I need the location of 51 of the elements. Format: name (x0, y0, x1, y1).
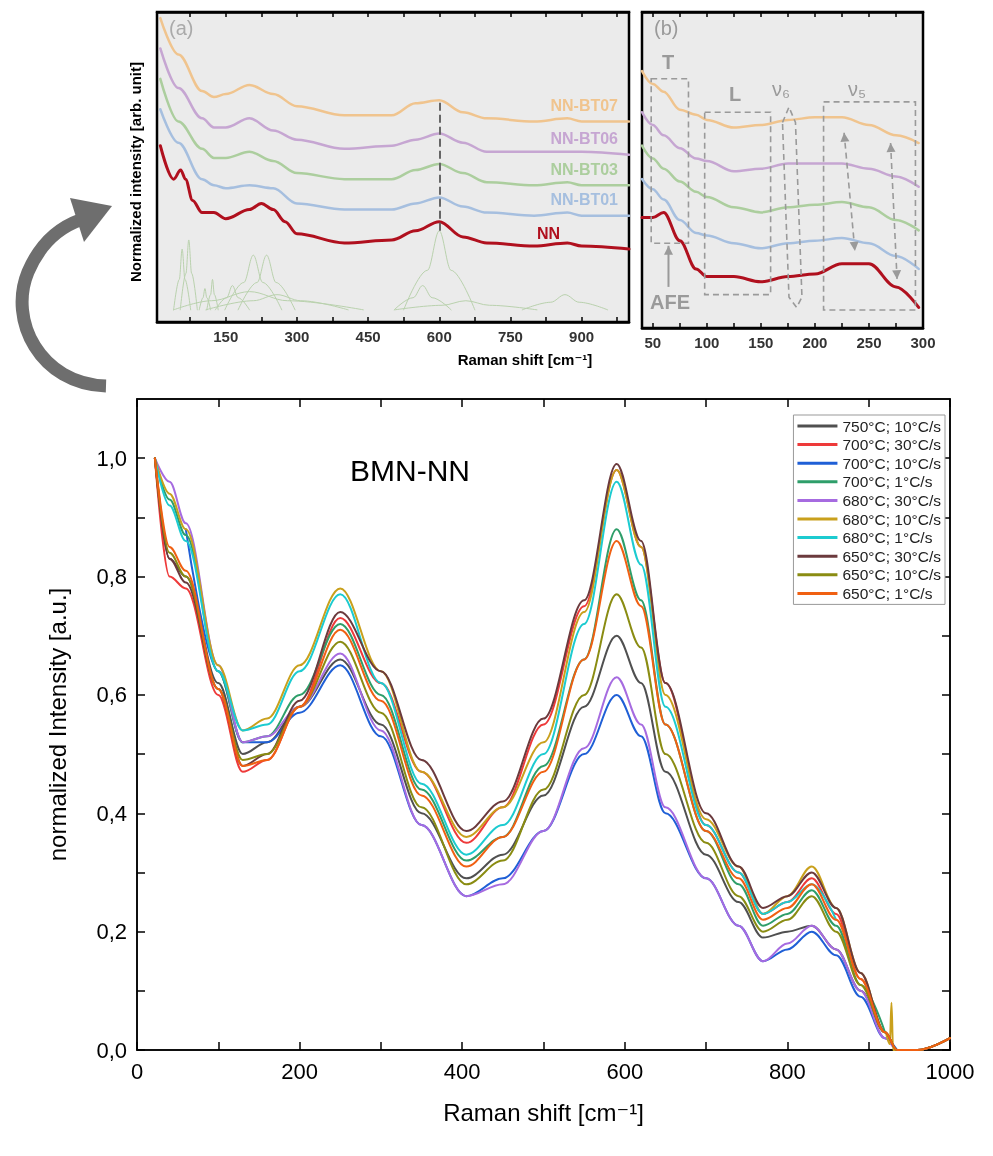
legend-label: 680°C; 10°C/s (842, 510, 942, 528)
legend-label: 700°C; 30°C/s (842, 436, 942, 454)
legend-label: 700°C; 1°C/s (842, 473, 933, 491)
text: BMN-NN (350, 453, 470, 487)
x-tick-label: 900 (569, 328, 595, 345)
x-tick-label: 300 (910, 334, 936, 351)
annotation: AFE (650, 291, 690, 313)
y-tick-label: 0,4 (96, 800, 127, 826)
annotation: ν₆ (772, 78, 791, 100)
y-tick-label: 0,6 (96, 682, 127, 708)
y-axis-title: normalized Intensity [a.u.] (43, 587, 71, 862)
y-tick-label: 0,8 (96, 564, 127, 590)
y-tick-label: 0,0 (96, 1037, 127, 1063)
x-tick-label: 200 (802, 334, 828, 351)
series-label: NN-BT03 (550, 160, 619, 178)
x-tick-label: 0 (130, 1058, 144, 1084)
legend-label: 680°C; 30°C/s (842, 491, 942, 509)
series-label: NN-BT01 (550, 191, 619, 209)
x-tick-label: 150 (748, 334, 774, 351)
legend-label: 650°C; 1°C/s (842, 584, 933, 602)
series-label: NN-BT07 (550, 96, 619, 114)
legend-label: 700°C; 10°C/s (842, 454, 942, 472)
x-tick-label: 100 (694, 334, 720, 351)
annotation: (a) (169, 17, 194, 39)
legend-label: 680°C; 1°C/s (842, 529, 933, 547)
x-tick-label: 1000 (925, 1058, 975, 1084)
y-axis-title: Normalized intensity [arb. unit] (127, 61, 144, 283)
x-axis-title: Raman shift [cm⁻¹] (443, 1098, 644, 1126)
text: (b) (654, 17, 679, 39)
x-tick-label: 150 (213, 328, 239, 345)
x-tick-label: 300 (284, 328, 310, 345)
series-label: NN-BT06 (550, 130, 619, 148)
series-label: NN (536, 224, 560, 242)
y-tick-label: 1,0 (96, 445, 127, 471)
x-tick-label: 250 (856, 334, 882, 351)
x-tick-label: 600 (426, 328, 452, 345)
x-axis-title: Raman shift [cm⁻¹] (457, 351, 593, 368)
x-tick-label: 200 (281, 1058, 318, 1084)
x-tick-label: 400 (443, 1058, 481, 1084)
x-tick-label: 450 (355, 328, 381, 345)
legend-label: 650°C; 30°C/s (842, 547, 942, 565)
legend-label: 650°C; 10°C/s (842, 566, 942, 584)
annotation: L (729, 83, 742, 105)
annotation: ν₅ (848, 78, 867, 100)
y-tick-label: 0,2 (96, 919, 127, 945)
x-tick-label: 600 (606, 1058, 644, 1084)
x-tick-label: 750 (497, 328, 523, 345)
legend-label: 750°C; 10°C/s (842, 417, 942, 435)
annotation: T (662, 51, 675, 73)
x-tick-label: 800 (769, 1058, 806, 1084)
x-tick-label: 50 (644, 334, 662, 351)
